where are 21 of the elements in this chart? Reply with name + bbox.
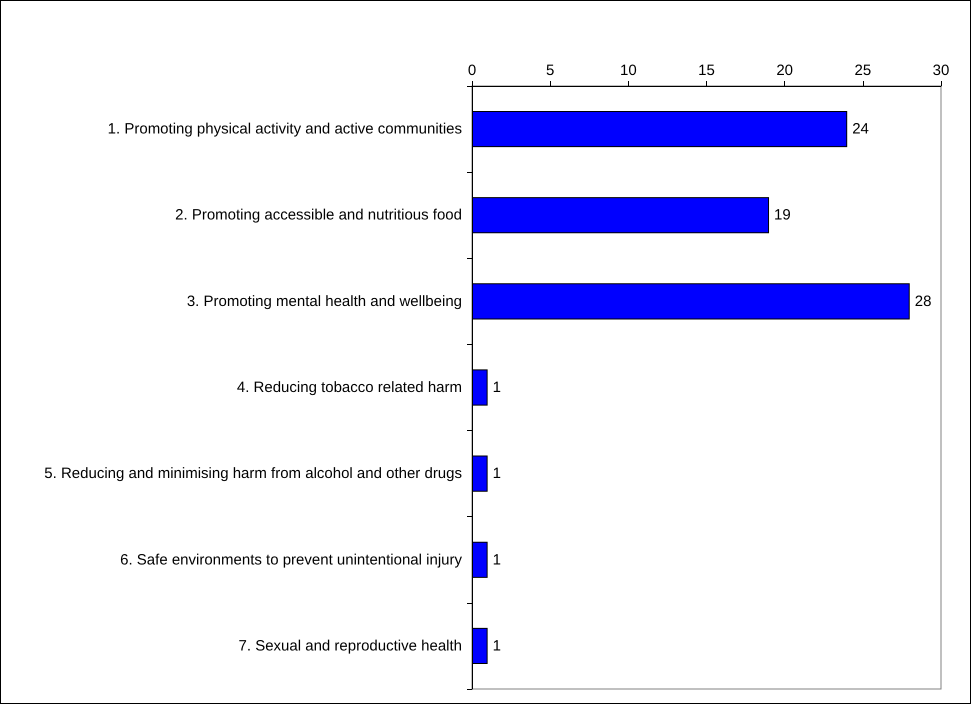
x-tick-label: 10 [620,62,637,79]
y-tick-label: 6. Safe environments to prevent unintentional injury [120,551,462,568]
y-tick-label: 5. Reducing and minimising harm from alcohol and other drugs [44,465,462,482]
x-tick-label: 20 [776,62,794,79]
data-label: 24 [852,120,869,138]
y-tick-label: 2. Promoting accessible and nutritious food [175,206,462,224]
x-tick-label: 25 [854,62,872,79]
y-tick-label: 1. Promoting physical activity and active communities [108,120,462,138]
y-tick-label: 7. Sexual and reproductive health [238,637,462,654]
data-label: 28 [914,292,932,310]
data-label: 1 [492,551,501,568]
x-tick-label: 15 [698,62,715,79]
x-tick-label: 5 [546,62,554,79]
data-label: 19 [774,206,791,224]
data-label: 1 [492,465,501,482]
data-label: 1 [492,379,501,396]
data-label: 1 [492,637,501,654]
x-tick-label: 30 [932,62,950,79]
y-tick-label: 4. Reducing tobacco related harm [236,379,462,396]
x-tick-label: 0 [468,62,476,79]
y-tick-label: 3. Promoting mental health and wellbeing [186,292,462,310]
